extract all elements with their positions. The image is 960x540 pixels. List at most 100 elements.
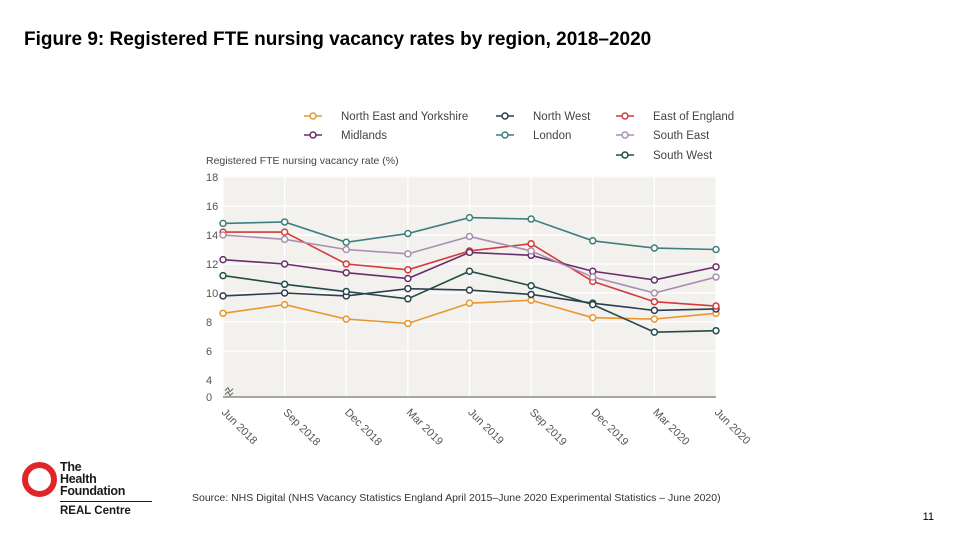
legend-marker <box>621 112 629 120</box>
data-point <box>527 215 535 223</box>
data-point <box>342 287 350 296</box>
legend-label: South West <box>653 150 713 162</box>
x-tick-label: Sep 2019 <box>527 407 569 449</box>
data-point <box>650 328 659 336</box>
data-point <box>589 300 597 309</box>
data-point <box>219 231 227 239</box>
y-tick-label: 4 <box>206 375 212 387</box>
y-tick-label: 14 <box>206 230 218 242</box>
data-point <box>342 245 350 254</box>
data-point <box>650 244 659 252</box>
data-point <box>219 292 227 300</box>
data-point <box>342 260 350 268</box>
y-tick-label: 0 <box>206 392 212 404</box>
data-point <box>465 267 474 275</box>
data-point <box>712 273 720 281</box>
data-point <box>650 315 659 323</box>
data-point <box>650 297 659 306</box>
data-point <box>527 282 535 290</box>
data-point <box>280 260 289 268</box>
axis-break-icon <box>224 386 234 393</box>
legend-marker <box>309 112 317 120</box>
x-tick-label: Jun 2018 <box>219 407 259 447</box>
legend-marker <box>501 112 509 120</box>
logo-divider <box>60 501 152 502</box>
legend-marker <box>621 151 629 159</box>
legend-label: Midlands <box>341 130 387 142</box>
data-point <box>280 280 289 289</box>
logo-line-2: Health <box>60 472 97 486</box>
data-point <box>589 237 597 245</box>
data-point <box>219 271 227 280</box>
logo-line-3: Foundation <box>60 484 126 498</box>
data-point <box>589 313 597 322</box>
chart-legend: North East and Yorkshire North West East o… <box>304 111 734 162</box>
x-tick-label: Jun 2020 <box>712 407 752 447</box>
data-point <box>280 218 289 226</box>
x-tick-label: Dec 2018 <box>342 407 384 449</box>
y-tick-label: 10 <box>206 288 218 300</box>
y-tick-label: 8 <box>206 317 212 329</box>
x-tick-label: Jun 2019 <box>465 407 505 447</box>
data-point <box>712 326 720 335</box>
data-point <box>527 247 535 255</box>
data-point <box>465 248 474 257</box>
legend-label: North West <box>533 111 591 123</box>
data-point <box>280 289 289 297</box>
data-point <box>280 228 289 236</box>
source-note: Source: NHS Digital (NHS Vacancy Statist… <box>192 492 721 504</box>
health-foundation-logo: The Health Foundation REAL Centre <box>22 460 172 522</box>
y-tick-label: 16 <box>206 201 218 213</box>
data-point <box>527 290 535 299</box>
data-point <box>342 315 350 323</box>
data-point <box>219 255 227 264</box>
logo-line-1: The <box>60 460 82 474</box>
legend-marker <box>621 131 629 139</box>
data-point <box>527 239 535 248</box>
x-tick-label: Sep 2018 <box>281 407 323 449</box>
data-point <box>404 319 412 328</box>
logo-ring-icon <box>22 462 57 497</box>
data-point <box>404 229 412 238</box>
x-tick-label: Mar 2019 <box>404 407 445 448</box>
slide-title: Figure 9: Registered FTE nursing vacancy… <box>24 29 652 50</box>
data-point <box>280 300 289 309</box>
plot-area: 0 4 6 8 10 12 14 16 18 Jun 2018 Sep 2018 Dec 2018 Ma… <box>206 172 752 448</box>
data-point <box>280 235 289 244</box>
y-tick-label: 6 <box>206 346 212 358</box>
y-tick-label: 12 <box>206 259 218 271</box>
logo-wordmark: The Health Foundation <box>60 460 126 498</box>
legend-marker <box>309 131 317 139</box>
data-point <box>404 284 412 293</box>
legend-label: London <box>533 130 571 142</box>
data-point <box>404 295 412 303</box>
legend-label: South East <box>653 130 710 142</box>
data-point <box>712 245 720 254</box>
data-point <box>589 273 597 281</box>
data-point <box>342 238 350 246</box>
data-point <box>465 299 474 307</box>
data-point <box>404 250 412 258</box>
data-point <box>342 268 350 277</box>
data-point <box>465 213 474 222</box>
data-point <box>650 276 659 284</box>
x-tick-label: Dec 2019 <box>589 407 631 449</box>
data-point <box>404 274 412 283</box>
x-tick-label: Mar 2020 <box>650 407 691 448</box>
data-point <box>650 289 659 297</box>
data-point <box>404 266 412 274</box>
data-point <box>219 219 227 228</box>
y-tick-label: 18 <box>206 172 218 184</box>
page-number: 11 <box>922 511 934 523</box>
legend-marker <box>501 131 509 139</box>
data-point <box>712 263 720 271</box>
data-point <box>465 232 474 241</box>
data-point <box>712 302 720 310</box>
legend-label: East of England <box>653 111 734 123</box>
axis-break-icon <box>224 390 234 397</box>
legend-label: North East and Yorkshire <box>341 111 468 123</box>
logo-subline: REAL Centre <box>60 505 131 517</box>
data-point <box>219 309 227 318</box>
data-point <box>465 286 474 294</box>
